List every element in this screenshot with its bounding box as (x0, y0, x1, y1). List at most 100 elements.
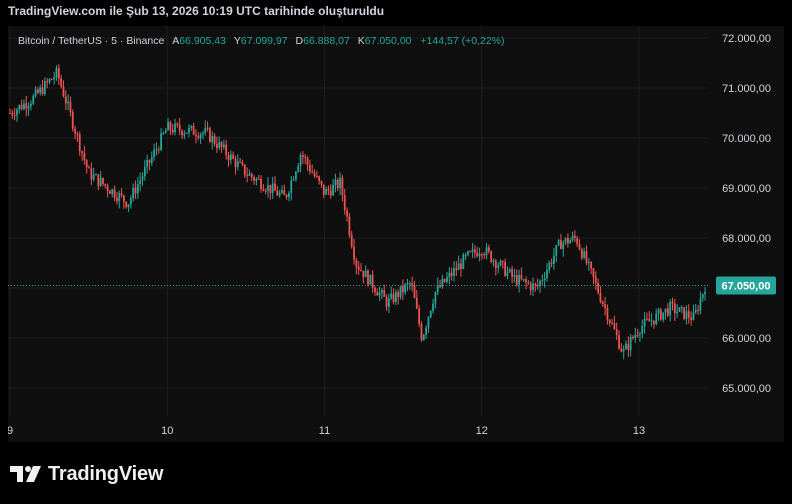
candle-body (678, 307, 681, 312)
candle-body (64, 96, 67, 104)
candle-body (260, 179, 262, 190)
candle-body (592, 268, 595, 278)
candle-body (69, 101, 72, 112)
candle-body (699, 298, 702, 311)
candle-body (290, 180, 293, 194)
candle-body (659, 309, 662, 320)
candle-body (597, 282, 600, 293)
candle-body (483, 254, 486, 256)
last-price-label: 67.050,00 (722, 281, 771, 293)
candle-body (276, 190, 279, 196)
candle-body (522, 279, 525, 281)
candle-body (255, 178, 258, 181)
candle-body (618, 335, 620, 349)
candle-body (97, 174, 100, 186)
candle-body (50, 79, 53, 81)
candle-body (457, 263, 460, 271)
tradingview-logo[interactable]: TradingView (10, 459, 163, 489)
candle-body (90, 168, 93, 180)
candle-body (518, 274, 520, 285)
candle-body (346, 210, 348, 217)
candle-body (446, 277, 448, 282)
candle-body (606, 307, 609, 321)
candle-body (329, 190, 332, 196)
candle-body (425, 327, 427, 335)
candle-body (120, 193, 123, 196)
candle-body (555, 245, 558, 256)
candle-body (16, 109, 18, 116)
candle-body (341, 177, 344, 196)
candle-body (313, 172, 316, 177)
candle-body (241, 162, 244, 165)
close-value: 67.050,00 (364, 35, 412, 47)
candle-body (553, 255, 555, 264)
candle-body (278, 192, 281, 196)
chart-panel[interactable]: 67.050,00 72.000,00 71.000,00 70.000,00 69.… (8, 26, 784, 442)
candle-body (308, 164, 311, 172)
candle-body (362, 270, 365, 278)
candle-body (506, 271, 509, 276)
candle-body (71, 111, 74, 129)
candle-body (269, 184, 272, 193)
candle-body (622, 349, 625, 352)
y-tick-label: 71.000,00 (722, 83, 771, 95)
candle-body (474, 249, 476, 253)
candle-body (367, 270, 369, 285)
candle-body (687, 311, 690, 318)
y-tick-label: 68.000,00 (722, 233, 771, 245)
candle-body (571, 235, 574, 241)
candle-body (146, 159, 149, 168)
candle-body (315, 176, 318, 178)
candle-body (118, 193, 121, 201)
candle-body (420, 324, 423, 340)
candle-body (492, 260, 495, 262)
candle-body (243, 164, 246, 176)
candle-body (104, 184, 107, 186)
symbol-name[interactable]: Bitcoin / TetherUS · 5 · Binance (18, 35, 165, 47)
candle-body (620, 348, 623, 352)
candle-body (397, 291, 400, 298)
candle-body (515, 275, 518, 285)
candle-body (520, 274, 523, 280)
candle-body (283, 190, 286, 196)
candle-body (548, 262, 551, 270)
candle-body (23, 103, 25, 110)
candle-body (204, 127, 207, 133)
candle-body (339, 177, 341, 189)
candle-body (646, 318, 648, 320)
candle-body (248, 173, 251, 176)
candle-body (562, 242, 565, 250)
candle-body (188, 127, 190, 133)
candle-body (443, 278, 446, 282)
candle-body (557, 240, 560, 246)
candle-body (199, 134, 202, 139)
candle-body (664, 308, 667, 313)
candle-body (211, 135, 214, 142)
candle-body (295, 171, 297, 180)
candle-body (408, 283, 411, 285)
candle-body (39, 87, 42, 93)
candle-body (357, 266, 360, 270)
candle-body (139, 180, 142, 185)
candle-body (680, 307, 683, 309)
candle-body (643, 318, 646, 327)
price-chart[interactable]: 67.050,00 72.000,00 71.000,00 70.000,00 69.… (8, 26, 784, 442)
candle-body (343, 195, 346, 211)
candle-body (511, 269, 514, 277)
candle-body (441, 278, 444, 287)
candle-body (627, 343, 630, 351)
y-tick-label: 66.000,00 (722, 333, 771, 345)
candle-body (673, 303, 676, 314)
y-tick-label: 70.000,00 (722, 133, 771, 145)
last-price-badge (716, 276, 776, 295)
candle-body (378, 292, 381, 296)
candle-body (594, 277, 597, 283)
candle-body (81, 151, 83, 153)
candle-body (455, 268, 458, 271)
candle-body (288, 193, 290, 198)
candle-body (432, 303, 434, 311)
candle-body (271, 183, 274, 193)
x-tick-label: 10 (161, 425, 173, 437)
candle-body (476, 252, 479, 257)
candle-body (471, 249, 474, 252)
